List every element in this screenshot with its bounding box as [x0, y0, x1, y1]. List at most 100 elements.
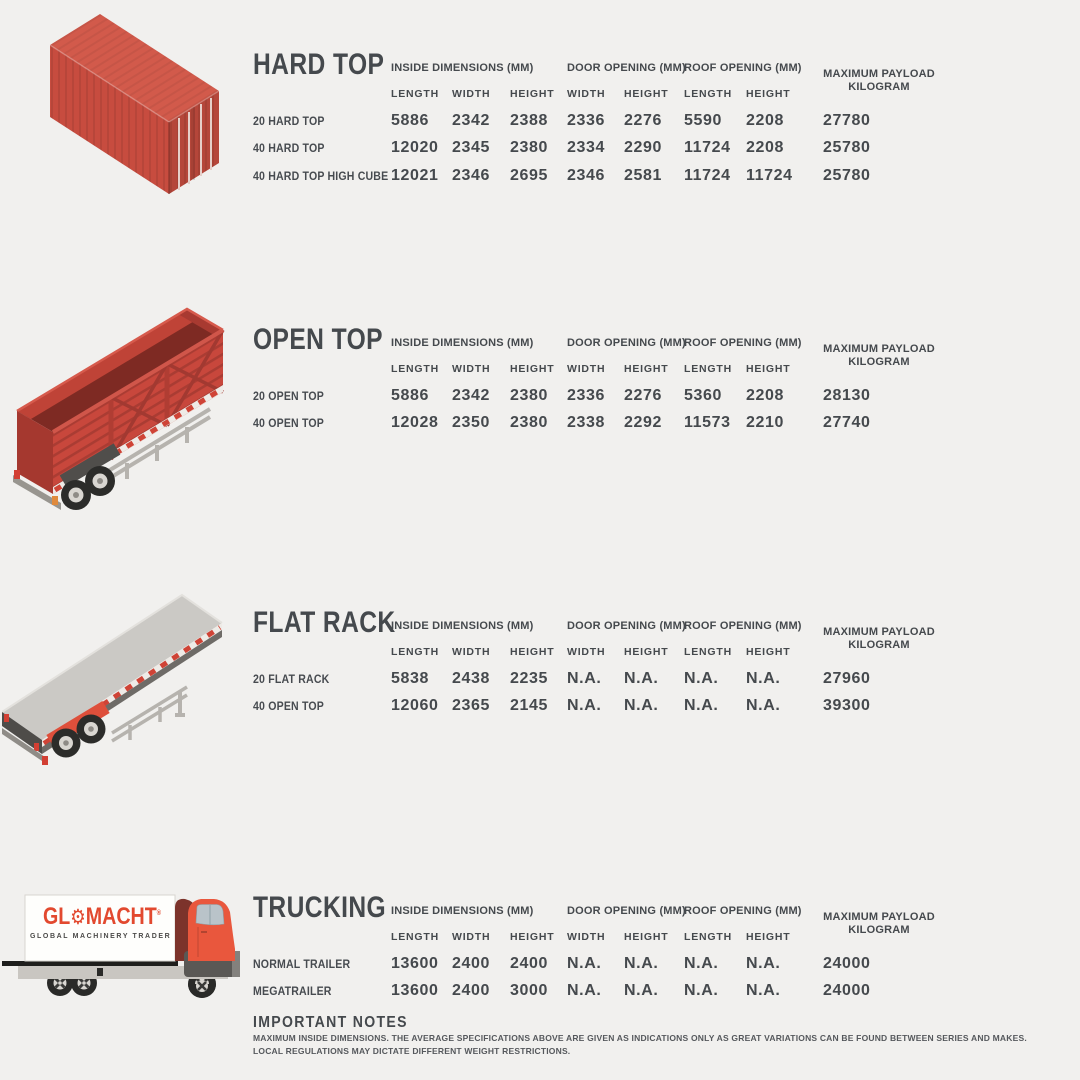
- value-cell: 2208: [746, 111, 784, 129]
- col-height: HEIGHT: [510, 363, 555, 375]
- row-label: 40 OPEN TOP: [253, 416, 325, 431]
- value-cell: N.A.: [684, 982, 719, 1000]
- notes-heading: IMPORTANT NOTES: [253, 1014, 408, 1031]
- spec-grid: INSIDE DIMENSIONS (MM) DOOR OPENING (MM)…: [253, 55, 943, 190]
- value-cell: 2346: [567, 166, 605, 184]
- value-cell: N.A.: [567, 954, 602, 972]
- container-edges: [49, 44, 220, 194]
- value-cell: 5838: [391, 669, 429, 687]
- value-cell: 3000: [510, 982, 548, 1000]
- col-roof-height: HEIGHT: [746, 363, 791, 375]
- col-roof-height: HEIGHT: [746, 646, 791, 658]
- value-cell: N.A.: [684, 669, 719, 687]
- spec-grid: INSIDE DIMENSIONS (MM) DOOR OPENING (MM)…: [253, 898, 943, 1005]
- value-cell: 2438: [452, 669, 490, 687]
- col-group-max-payload: MAXIMUM PAYLOAD KILOGRAM: [823, 330, 935, 382]
- col-roof-length: LENGTH: [684, 931, 732, 943]
- open-top-table: OPEN TOP INSIDE DIMENSIONS (MM) DOOR OPE…: [253, 323, 943, 437]
- truck-body: [2, 894, 198, 966]
- notes-line: LOCAL REGULATIONS MAY DICTATE DIFFERENT …: [253, 1046, 571, 1056]
- value-cell: 2380: [510, 139, 548, 157]
- section-title: OPEN TOP: [253, 323, 383, 356]
- col-group-door-opening: DOOR OPENING (MM): [567, 905, 686, 917]
- value-cell: 11724: [746, 166, 793, 184]
- value-cell: 2342: [452, 386, 490, 404]
- value-cell: N.A.: [624, 669, 659, 687]
- row-label: MEGATRAILER: [253, 984, 332, 999]
- col-door-height: HEIGHT: [624, 88, 669, 100]
- col-door-width: WIDTH: [567, 931, 606, 943]
- important-notes: IMPORTANT NOTES MAXIMUM INSIDE DIMENSION…: [253, 1014, 1027, 1058]
- value-cell: 2400: [452, 982, 490, 1000]
- row-label: 20 OPEN TOP: [253, 388, 325, 403]
- value-cell: 12020: [391, 139, 439, 157]
- value-cell: 12060: [391, 697, 439, 715]
- container-doors: [178, 98, 212, 190]
- value-cell: 11724: [684, 166, 731, 184]
- trucking-table: TRUCKING INSIDE DIMENSIONS (MM) DOOR OPE…: [253, 891, 943, 1005]
- trailer-chassis: [13, 407, 212, 510]
- value-cell: 28130: [823, 386, 871, 404]
- value-cell: 2400: [510, 954, 548, 972]
- payload-header-line1: MAXIMUM PAYLOAD: [823, 68, 935, 80]
- container-body: [50, 14, 219, 194]
- value-cell: 2334: [567, 139, 605, 157]
- value-cell: 25780: [823, 166, 871, 184]
- col-length: LENGTH: [391, 363, 439, 375]
- col-door-height: HEIGHT: [624, 646, 669, 658]
- trailer-wheels: [59, 443, 121, 510]
- value-cell: N.A.: [746, 954, 781, 972]
- value-cell: 39300: [823, 697, 871, 715]
- col-width: WIDTH: [452, 646, 491, 658]
- section-title: TRUCKING: [253, 891, 387, 924]
- value-cell: 24000: [823, 954, 871, 972]
- value-cell: 2345: [452, 139, 490, 157]
- value-cell: 27960: [823, 669, 871, 687]
- col-door-height: HEIGHT: [624, 931, 669, 943]
- value-cell: 12021: [391, 166, 439, 184]
- notes-line: MAXIMUM INSIDE DIMENSIONS. THE AVERAGE S…: [253, 1033, 1027, 1043]
- col-group-max-payload: MAXIMUM PAYLOAD KILOGRAM: [823, 898, 935, 950]
- col-width: WIDTH: [452, 88, 491, 100]
- value-cell: 2276: [624, 111, 662, 129]
- payload-header-line1: MAXIMUM PAYLOAD: [823, 343, 935, 355]
- value-cell: N.A.: [624, 697, 659, 715]
- glomacht-truck-illustration: [2, 894, 240, 998]
- col-width: WIDTH: [452, 931, 491, 943]
- value-cell: N.A.: [624, 982, 659, 1000]
- col-group-max-payload: MAXIMUM PAYLOAD KILOGRAM: [823, 55, 935, 107]
- hard-top-table: HARD TOP INSIDE DIMENSIONS (MM) DOOR OPE…: [253, 48, 943, 190]
- col-group-door-opening: DOOR OPENING (MM): [567, 337, 686, 349]
- flat-rack-trailer-illustration: [2, 593, 223, 765]
- value-cell: N.A.: [746, 697, 781, 715]
- value-cell: N.A.: [567, 982, 602, 1000]
- spacer: [253, 356, 391, 382]
- col-length: LENGTH: [391, 88, 439, 100]
- value-cell: N.A.: [684, 697, 719, 715]
- value-cell: 2400: [452, 954, 490, 972]
- value-cell: 11724: [684, 139, 731, 157]
- value-cell: N.A.: [684, 954, 719, 972]
- col-group-roof-opening: ROOF OPENING (MM): [684, 905, 802, 917]
- col-roof-length: LENGTH: [684, 88, 732, 100]
- section-title: FLAT RACK: [253, 606, 396, 639]
- payload-header-line2: KILOGRAM: [848, 81, 910, 93]
- trailer-box: [16, 307, 225, 494]
- truck-front-wheel-overlay: [188, 980, 216, 998]
- value-cell: 11573: [684, 414, 731, 432]
- col-group-inside-dimensions: INSIDE DIMENSIONS (MM): [391, 905, 534, 917]
- col-roof-height: HEIGHT: [746, 88, 791, 100]
- value-cell: 5886: [391, 386, 429, 404]
- value-cell: 2290: [624, 139, 662, 157]
- flat-rack-table: FLAT RACK INSIDE DIMENSIONS (MM) DOOR OP…: [253, 606, 943, 720]
- value-cell: 2210: [746, 414, 784, 432]
- col-group-inside-dimensions: INSIDE DIMENSIONS (MM): [391, 620, 534, 632]
- value-cell: 27780: [823, 111, 871, 129]
- value-cell: 2336: [567, 111, 605, 129]
- value-cell: 2342: [452, 111, 490, 129]
- col-width: WIDTH: [452, 363, 491, 375]
- value-cell: N.A.: [567, 697, 602, 715]
- value-cell: 27740: [823, 414, 871, 432]
- col-door-width: WIDTH: [567, 646, 606, 658]
- value-cell: 2388: [510, 111, 548, 129]
